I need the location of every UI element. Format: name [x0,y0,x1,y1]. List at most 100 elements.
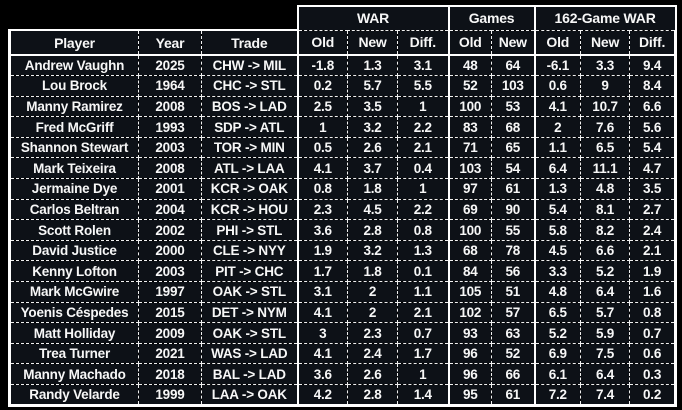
cell-games-old: 102 [447,301,493,324]
cell-war-old: 4.1 [296,342,349,365]
table-row: Matt Holliday 2009 OAK -> STL 3 2.3 0.7 93 63 5.… [8,322,678,344]
cell-162war-new: 7.5 [580,342,631,365]
table-row: Mark McGwire 1997 OAK -> STL 3.1 2 1.1 105 51 4.… [8,281,678,303]
cell-games-new: 63 [491,322,536,344]
cell-year: 2025 [138,54,202,77]
table-row: Lou Brock 1964 CHC -> STL 0.2 5.7 5.5 52 103 0.6… [8,75,678,97]
cell-player: Mark McGwire [8,281,139,303]
cell-162war-diff: 2.7 [629,198,678,221]
cell-162war-new: 10.7 [580,95,631,118]
column-header-war-old: Old [296,30,348,56]
cell-player: Manny Machado [8,363,139,385]
cell-games-old: 48 [447,54,493,77]
cell-war-old: 0.5 [296,136,349,159]
cell-war-diff: 1.1 [397,281,450,303]
cell-162war-new: 7.4 [580,384,631,407]
cell-162war-old: -6.1 [533,54,582,77]
cell-162war-diff: 0.6 [629,342,678,365]
column-header-162war-new: New [580,30,630,56]
cell-war-diff: 2.2 [397,198,450,221]
cell-war-diff: 2.1 [397,301,450,324]
cell-162war-old: 2 [533,116,582,138]
cell-162war-new: 5.7 [580,301,631,324]
column-header-player: Player [8,29,139,56]
cell-162war-new: 11.1 [580,157,631,180]
cell-games-old: 105 [447,281,493,303]
cell-162war-old: 5.2 [533,322,582,344]
cell-162war-new: 6.5 [580,136,631,159]
cell-trade: ATL -> LAA [200,157,299,180]
cell-war-old: 1.7 [296,260,349,283]
cell-war-new: 3.2 [347,239,399,262]
column-header-trade: Trade [200,29,298,56]
cell-war-new: 2.8 [347,384,399,407]
cell-player: Trea Turner [8,342,139,365]
cell-war-new: 5.7 [347,75,399,97]
table-row: Carlos Beltran 2004 KCR -> HOU 2.3 4.5 2.2 69 9… [8,198,678,221]
cell-trade: PHI -> STL [200,219,299,241]
cell-year: 1999 [138,384,202,407]
cell-player: Kenny Lofton [8,260,139,283]
cell-war-old: 4.1 [296,301,349,324]
cell-war-diff: 5.5 [397,75,450,97]
cell-162war-old: 6.9 [533,342,582,365]
cell-player: Carlos Beltran [8,198,139,221]
cell-war-old: -1.8 [296,54,349,77]
cell-war-old: 2.3 [296,198,349,221]
cell-162war-new: 6.6 [580,239,631,262]
cell-war-old: 4.1 [296,157,349,180]
column-header-162war-diff: Diff. [629,30,678,56]
cell-trade: CHW -> MIL [200,54,299,77]
cell-player: Randy Velarde [8,384,139,407]
column-header-games-new: New [491,30,535,56]
table-row: Scott Rolen 2002 PHI -> STL 3.6 2.8 0.8 100 55 5… [8,219,678,241]
cell-162war-new: 5.9 [580,322,631,344]
cell-trade: DET -> NYM [200,301,299,324]
cell-games-old: 52 [447,75,493,97]
cell-trade: OAK -> STL [200,322,299,344]
cell-162war-new: 6.4 [580,363,631,385]
cell-war-new: 2.4 [347,342,399,365]
cell-trade: LAA -> OAK [200,384,299,407]
table-row: Jermaine Dye 2001 KCR -> OAK 0.8 1.8 1 97 61 1.3… [8,178,678,200]
column-header-year: Year [138,29,202,56]
cell-games-new: 53 [491,95,536,118]
cell-162war-old: 4.8 [533,281,582,303]
cell-war-diff: 0.1 [397,260,450,283]
cell-war-diff: 2.1 [397,136,450,159]
cell-war-diff: 1 [397,95,450,118]
cell-year: 2001 [138,178,202,200]
cell-war-old: 1.9 [296,239,349,262]
trade-war-table: WAR Games 162-Game WAR Player Year Trade… [8,5,678,407]
cell-162war-old: 4.5 [533,239,582,262]
cell-games-old: 68 [447,239,493,262]
table-row: Shannon Stewart 2003 TOR -> MIN 0.5 2.6 2.1 71… [8,136,678,159]
cell-games-new: 61 [491,384,536,407]
cell-year: 2004 [138,198,202,221]
cell-games-new: 54 [491,157,536,180]
cell-162war-old: 6.5 [533,301,582,324]
table-row: Mark Teixeira 2008 ATL -> LAA 4.1 3.7 0.4 103 5… [8,157,678,180]
cell-162war-diff: 2.1 [629,239,678,262]
cell-games-old: 95 [447,384,493,407]
cell-games-new: 78 [491,239,536,262]
table-body: Andrew Vaughn 2025 CHW -> MIL -1.8 1.3 3.1 48 6… [8,54,678,407]
cell-162war-diff: 1.6 [629,281,678,303]
cell-player: Matt Holliday [8,322,139,344]
cell-games-new: 52 [491,342,536,365]
cell-162war-old: 3.3 [533,260,582,283]
cell-games-new: 103 [491,75,536,97]
cell-war-new: 2 [347,281,399,303]
cell-162war-diff: 0.2 [629,384,678,407]
cell-162war-new: 9 [580,75,631,97]
table-row: Kenny Lofton 2003 PIT -> CHC 1.7 1.8 0.1 84 56 3… [8,260,678,283]
cell-war-diff: 1 [397,178,450,200]
cell-games-new: 65 [491,136,536,159]
cell-war-diff: 3.1 [397,54,450,77]
cell-162war-diff: 5.6 [629,116,678,138]
cell-year: 2009 [138,322,202,344]
cell-player: Mark Teixeira [8,157,139,180]
cell-war-new: 3.5 [347,95,399,118]
cell-162war-new: 8.2 [580,219,631,241]
cell-trade: OAK -> STL [200,281,299,303]
